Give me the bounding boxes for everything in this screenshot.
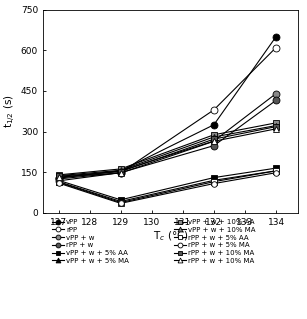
Legend: vPP + w + 10% AA, vPP + w + 10% MA, rPP + w + 5% AA, rPP + w + 5% MA, rPP + w + : vPP + w + 10% AA, vPP + w + 10% MA, rPP … — [174, 219, 256, 264]
X-axis label: T$_c$ (°C): T$_c$ (°C) — [153, 229, 188, 243]
Y-axis label: t$_{1/2}$ (s): t$_{1/2}$ (s) — [3, 94, 18, 128]
